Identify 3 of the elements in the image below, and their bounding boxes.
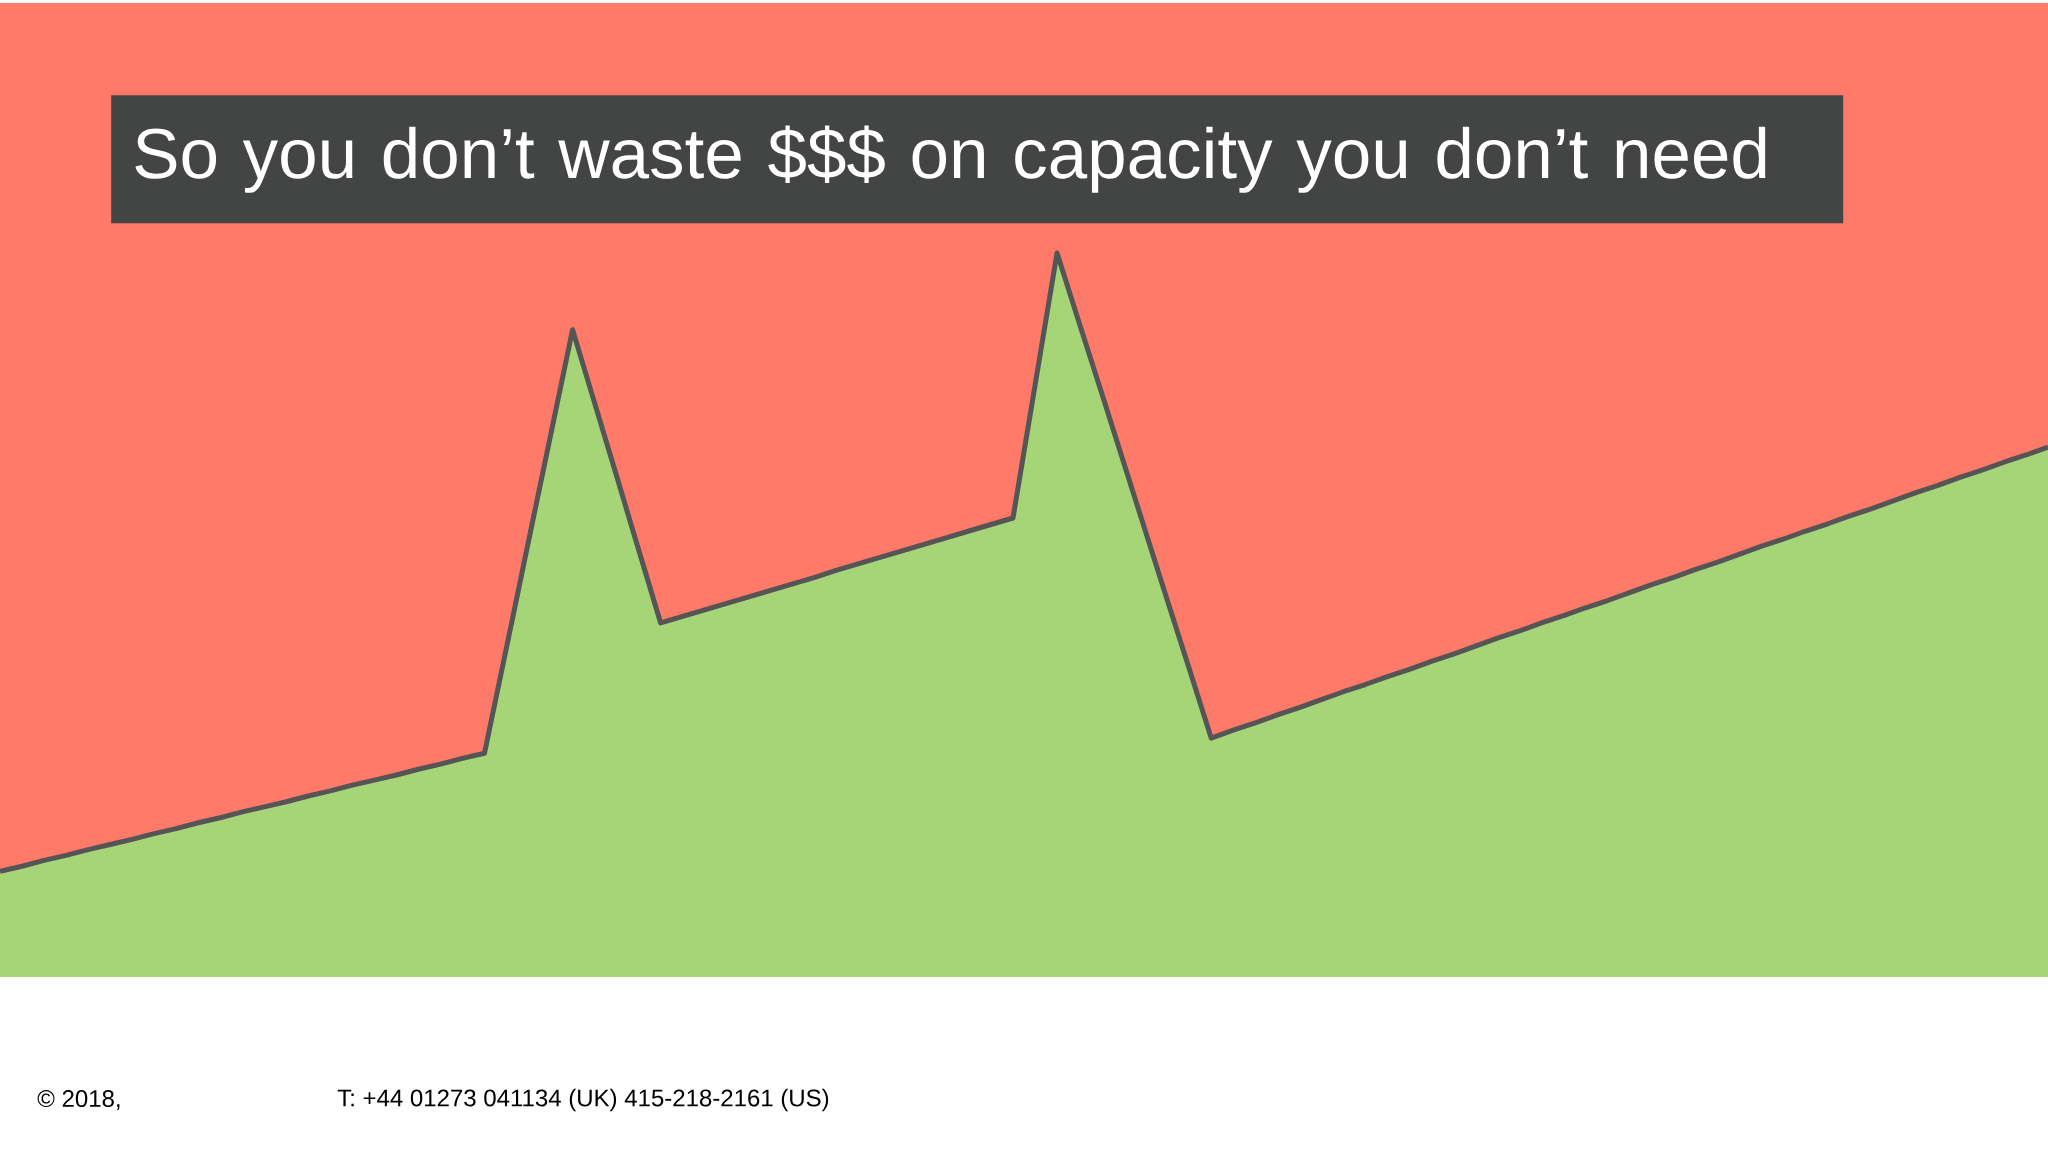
text: © 2018, xyxy=(37,1090,120,1110)
text: T: +44 01273 041134 (UK) 415-218-2161 (US) xyxy=(337,1088,829,1112)
chart-title: So you don’t waste $$$ on capacity you don’t need xyxy=(135,125,1766,193)
